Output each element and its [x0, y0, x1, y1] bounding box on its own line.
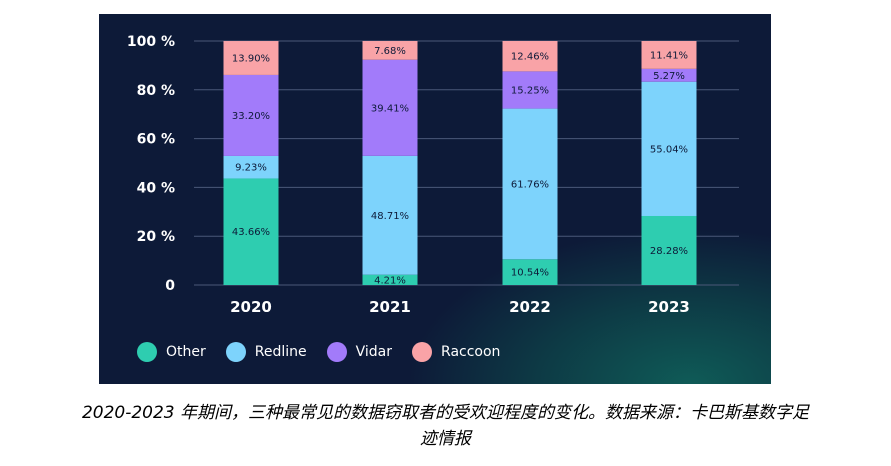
data-label: 39.41%: [371, 103, 409, 114]
bar-segment-redline-2020: [223, 155, 279, 179]
data-label: 12.46%: [511, 52, 549, 63]
legend-label: Redline: [254, 344, 307, 360]
y-tick-label: 20 %: [137, 229, 175, 245]
bar-segment-other-2023: [641, 215, 697, 285]
y-tick-label: 60 %: [137, 132, 175, 148]
data-label: 43.66%: [232, 227, 270, 238]
legend-item-vidar: Vidar: [326, 342, 393, 362]
bar-segment-other-2021: [362, 274, 418, 285]
bar-segment-vidar-2021: [362, 59, 418, 156]
legend-swatch: [225, 342, 246, 362]
stacked-bar-chart: 0 20 % 40 % 60 % 80 % 100 % 43.66% 9.23% 33.20% 1…: [127, 34, 739, 316]
data-label: 55.04%: [650, 144, 688, 155]
data-label: 4.21%: [374, 275, 406, 286]
y-tick-label: 100 %: [127, 34, 175, 50]
data-label: 28.28%: [650, 246, 688, 257]
x-tick-label-2023: 2023: [648, 298, 690, 316]
legend: Other Redline Vidar Raccoon: [137, 342, 520, 362]
figure-caption: 2020-2023 年期间，三种最常见的数据窃取者的受欢迎程度的变化。数据来源：…: [0, 400, 891, 452]
legend-swatch: [412, 342, 433, 362]
bar-segment-raccoon-2020: [223, 41, 279, 75]
legend-item-raccoon: Raccoon: [412, 342, 500, 362]
data-label: 10.54%: [511, 268, 549, 279]
caption-line-1: 2020-2023 年期间，三种最常见的数据窃取者的受欢迎程度的变化。数据来源：…: [81, 403, 810, 423]
y-tick-label: 40 %: [137, 180, 175, 196]
legend-label: Raccoon: [441, 344, 501, 360]
bar-segment-vidar-2023: [641, 68, 697, 82]
bar-segment-other-2022: [502, 259, 558, 285]
data-label: 61.76%: [511, 179, 549, 190]
caption-line-2: 迹情报: [420, 429, 471, 449]
data-label: 11.41%: [650, 50, 688, 61]
x-tick-label-2020: 2020: [230, 298, 272, 316]
y-tick-label: 80 %: [137, 83, 175, 99]
x-tick-label-2022: 2022: [509, 298, 551, 316]
legend-label: Other: [166, 344, 206, 360]
bar-segment-vidar-2022: [502, 71, 558, 109]
bar-segment-other-2020: [223, 178, 279, 285]
bar-segment-redline-2023: [641, 81, 697, 216]
legend-label: Vidar: [355, 344, 393, 360]
data-label: 13.90%: [232, 53, 270, 64]
legend-swatch: [137, 342, 157, 362]
bar-segment-vidar-2020: [223, 74, 279, 156]
chart-panel: 0 20 % 40 % 60 % 80 % 100 % 43.66% 9.23% 33.20% 1…: [99, 14, 771, 384]
data-label: 5.27%: [653, 71, 685, 82]
legend-item-redline: Redline: [225, 342, 307, 362]
data-label: 15.25%: [511, 85, 549, 96]
bar-segment-raccoon-2023: [641, 41, 697, 69]
data-label: 9.23%: [235, 163, 267, 174]
bar-segment-raccoon-2021: [362, 40, 418, 60]
data-label: 7.68%: [374, 46, 406, 57]
bar-segment-redline-2022: [502, 108, 558, 260]
bar-segment-redline-2021: [362, 155, 418, 275]
bar-segment-raccoon-2022: [502, 40, 558, 72]
legend-item-other: Other: [137, 342, 206, 362]
y-tick-label: 0: [165, 278, 175, 294]
data-label: 48.71%: [371, 211, 409, 222]
data-label: 33.20%: [232, 111, 270, 122]
legend-swatch: [326, 342, 347, 362]
x-tick-label-2021: 2021: [369, 298, 411, 316]
